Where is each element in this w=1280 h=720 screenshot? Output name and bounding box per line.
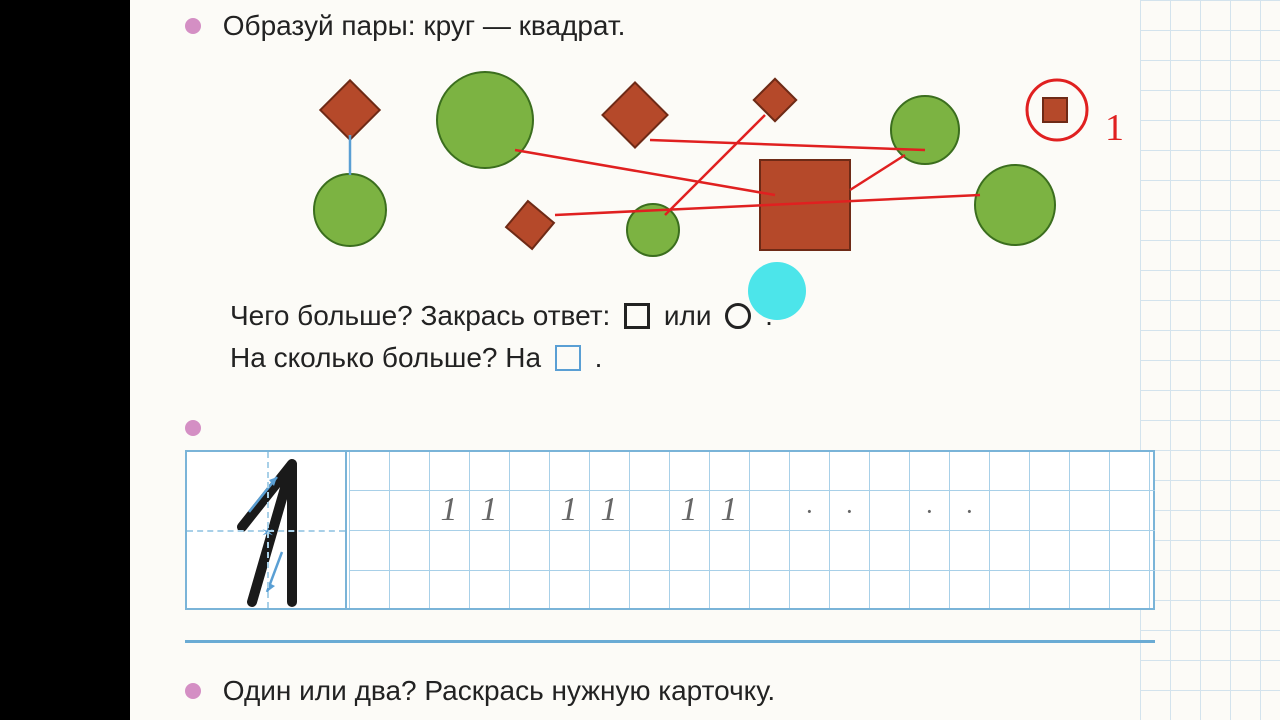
bullet-icon bbox=[185, 420, 201, 436]
task3-text: Один или два? Раскрась нужную карточку. bbox=[223, 675, 775, 706]
task1-heading: Образуй пары: круг — квадрат. bbox=[185, 10, 625, 42]
answer-circle-icon[interactable] bbox=[725, 303, 751, 329]
bullet-icon bbox=[185, 18, 201, 34]
bullet-icon bbox=[185, 683, 201, 699]
answer-square-icon[interactable] bbox=[624, 303, 650, 329]
q-period1: . bbox=[765, 300, 773, 331]
writing-practice-grid: ✶ 111111···· bbox=[185, 450, 1155, 610]
svg-text:1: 1 bbox=[441, 491, 458, 528]
q-line1b: или bbox=[664, 300, 712, 331]
svg-text:1: 1 bbox=[1105, 107, 1124, 149]
svg-text:1: 1 bbox=[561, 491, 578, 528]
svg-text:1: 1 bbox=[721, 491, 738, 528]
svg-text:1: 1 bbox=[601, 491, 618, 528]
svg-text:·: · bbox=[926, 497, 933, 526]
svg-text:1: 1 bbox=[681, 491, 698, 528]
task1-text: Образуй пары: круг — квадрат. bbox=[223, 10, 626, 41]
q-line2a: На сколько больше? На bbox=[230, 342, 541, 373]
task3-heading: Один или два? Раскрась нужную карточку. bbox=[185, 675, 775, 707]
example-cell: ✶ bbox=[187, 452, 347, 608]
answer-count-box[interactable] bbox=[555, 345, 581, 371]
q-line1a: Чего больше? Закрась ответ: bbox=[230, 300, 610, 331]
section-divider bbox=[185, 640, 1155, 643]
q-period2: . bbox=[595, 342, 603, 373]
question-block: Чего больше? Закрась ответ: или . На ско… bbox=[230, 295, 773, 379]
svg-text:·: · bbox=[846, 497, 853, 526]
shapes-diagram: 1 bbox=[185, 60, 1115, 270]
svg-text:✶: ✶ bbox=[261, 525, 274, 542]
practice-cells: 111111···· bbox=[349, 452, 1155, 608]
svg-text:1: 1 bbox=[481, 491, 498, 528]
worksheet-page: Образуй пары: круг — квадрат. 1 Чего бол… bbox=[130, 0, 1140, 720]
notebook-background-edge bbox=[1140, 0, 1280, 720]
svg-text:·: · bbox=[966, 497, 973, 526]
svg-text:·: · bbox=[806, 497, 813, 526]
